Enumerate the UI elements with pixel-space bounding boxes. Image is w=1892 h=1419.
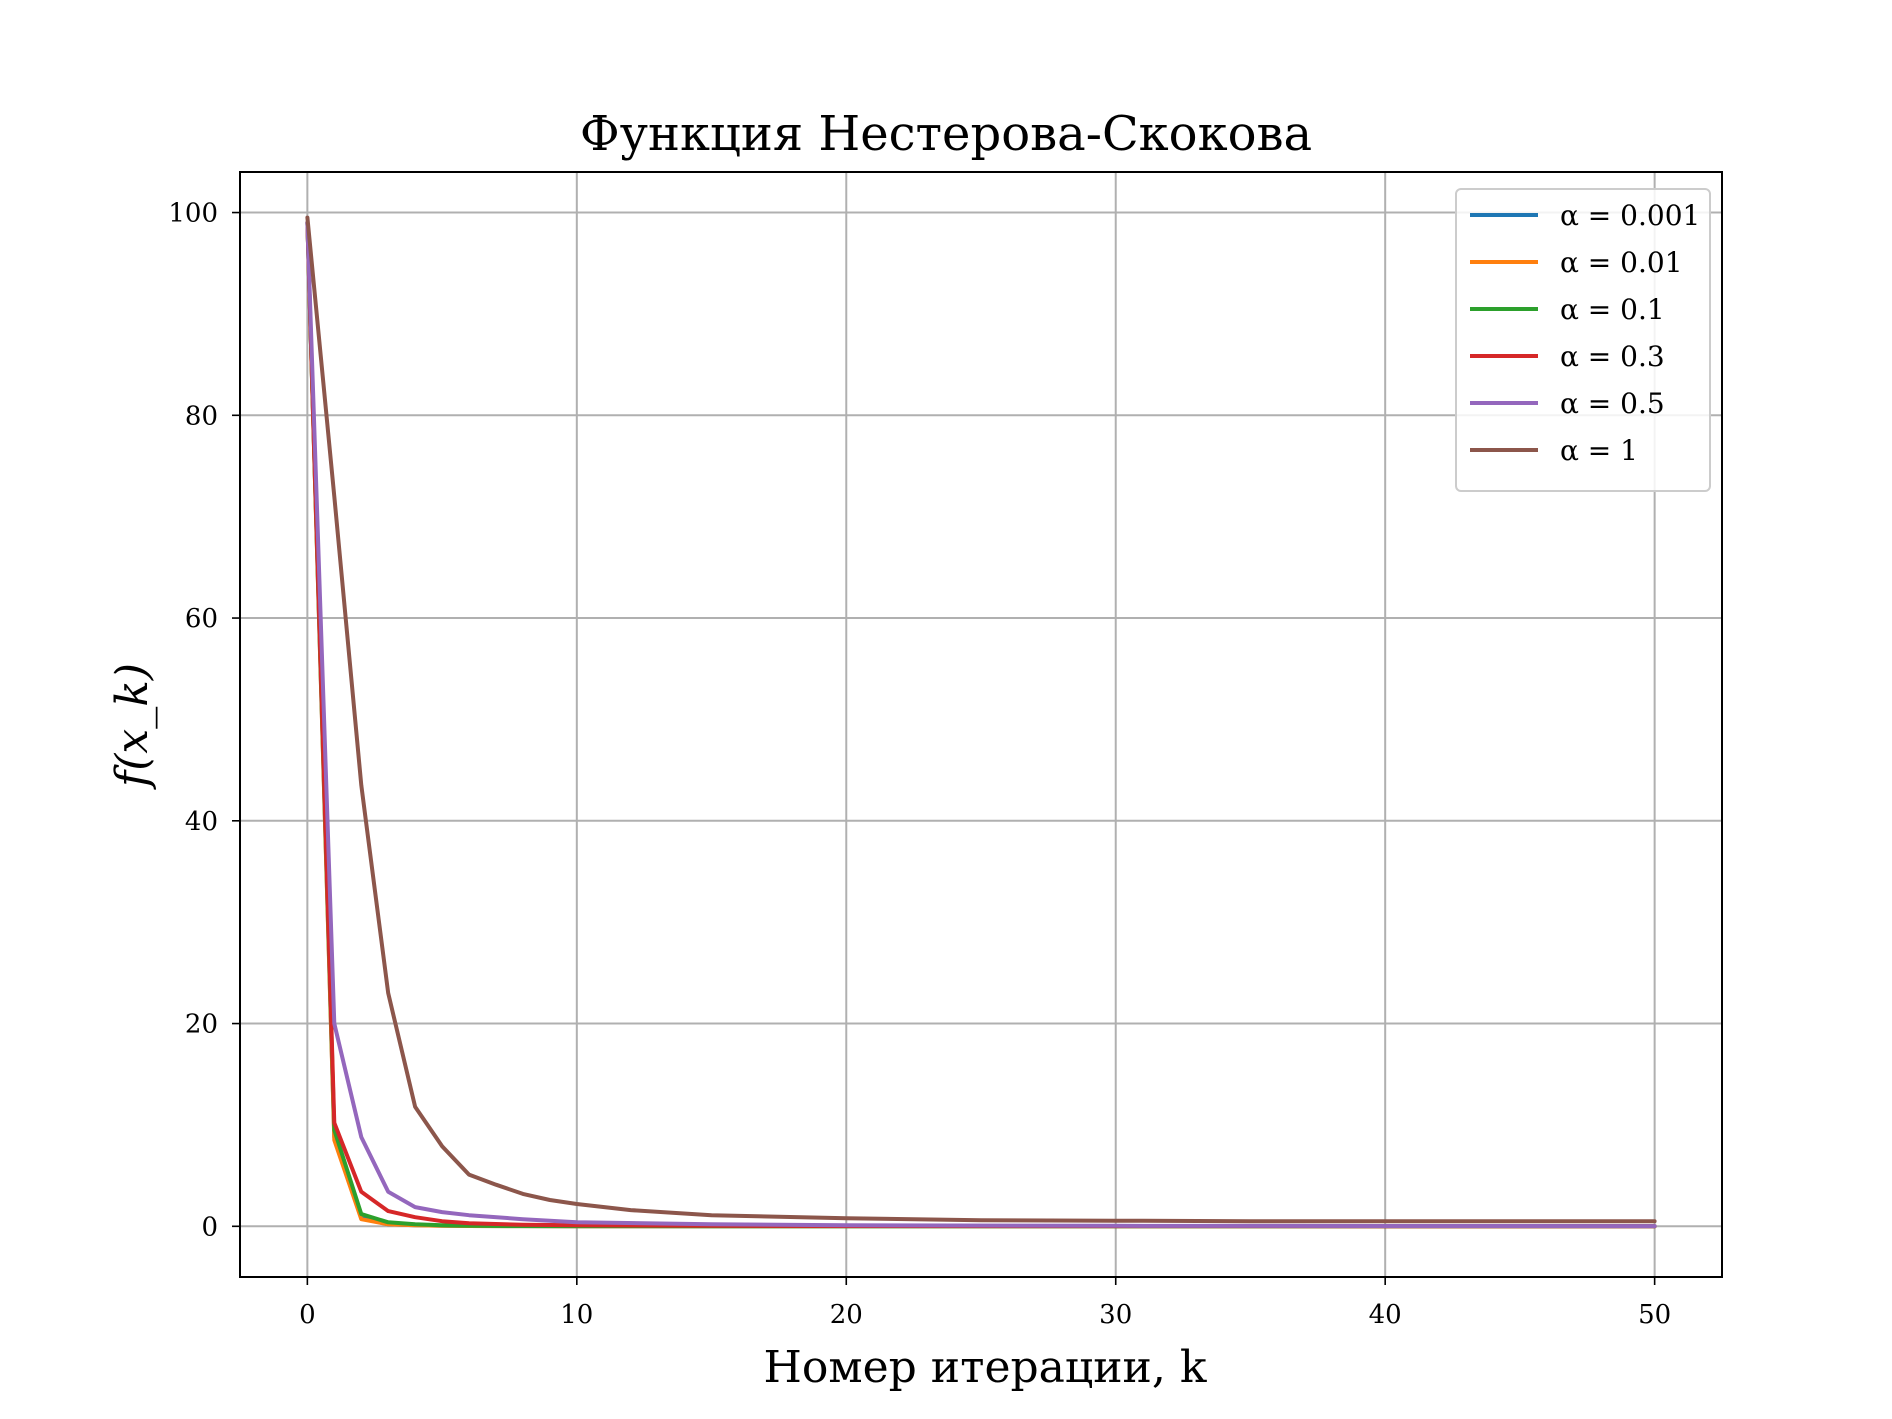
- axes-frame: [239, 171, 1723, 1278]
- y-tick-label: 0: [201, 1212, 218, 1242]
- y-tick-label: 40: [185, 807, 218, 837]
- y-tick-label: 20: [185, 1010, 218, 1040]
- legend-entry: α = 0.001: [1560, 199, 1700, 232]
- legend-entry: α = 0.5: [1560, 387, 1665, 420]
- x-tick-label: 0: [299, 1300, 316, 1330]
- y-tick-label: 100: [168, 199, 218, 229]
- series-line-0: [305, 220, 1657, 1229]
- legend-entry: α = 1: [1560, 434, 1638, 467]
- y-axis-label: f(x_k): [107, 663, 158, 790]
- x-tick-label: 50: [1638, 1300, 1671, 1330]
- chart-title: Функция Нестерова-Скокова: [580, 106, 1312, 162]
- legend-box: [1455, 188, 1711, 492]
- axis-ticks: 0 10 20 30 40 50 0 20 40 60 80 100: [168, 199, 1671, 1330]
- series-line-4: [305, 220, 1657, 1229]
- legend-entry: α = 0.1: [1560, 293, 1665, 326]
- legend-entry: α = 0.01: [1560, 246, 1683, 279]
- x-axis-label: Номер итерации, k: [764, 1342, 1207, 1393]
- series-line-3: [305, 220, 1657, 1229]
- x-tick-label: 40: [1369, 1300, 1402, 1330]
- series-line-1: [305, 220, 1657, 1229]
- series-line-5: [305, 215, 1657, 1224]
- x-tick-label: 10: [560, 1300, 593, 1330]
- x-tick-label: 20: [830, 1300, 863, 1330]
- legend-entry: α = 0.3: [1560, 340, 1665, 373]
- legend: α = 0.001 α = 0.01 α = 0.1 α = 0.3 α = 0.5 α …: [1455, 188, 1711, 492]
- plot-area: [305, 215, 1657, 1229]
- series-line-2: [305, 220, 1657, 1229]
- y-tick-label: 60: [185, 604, 218, 634]
- y-tick-label: 80: [185, 401, 218, 431]
- x-tick-label: 30: [1099, 1300, 1132, 1330]
